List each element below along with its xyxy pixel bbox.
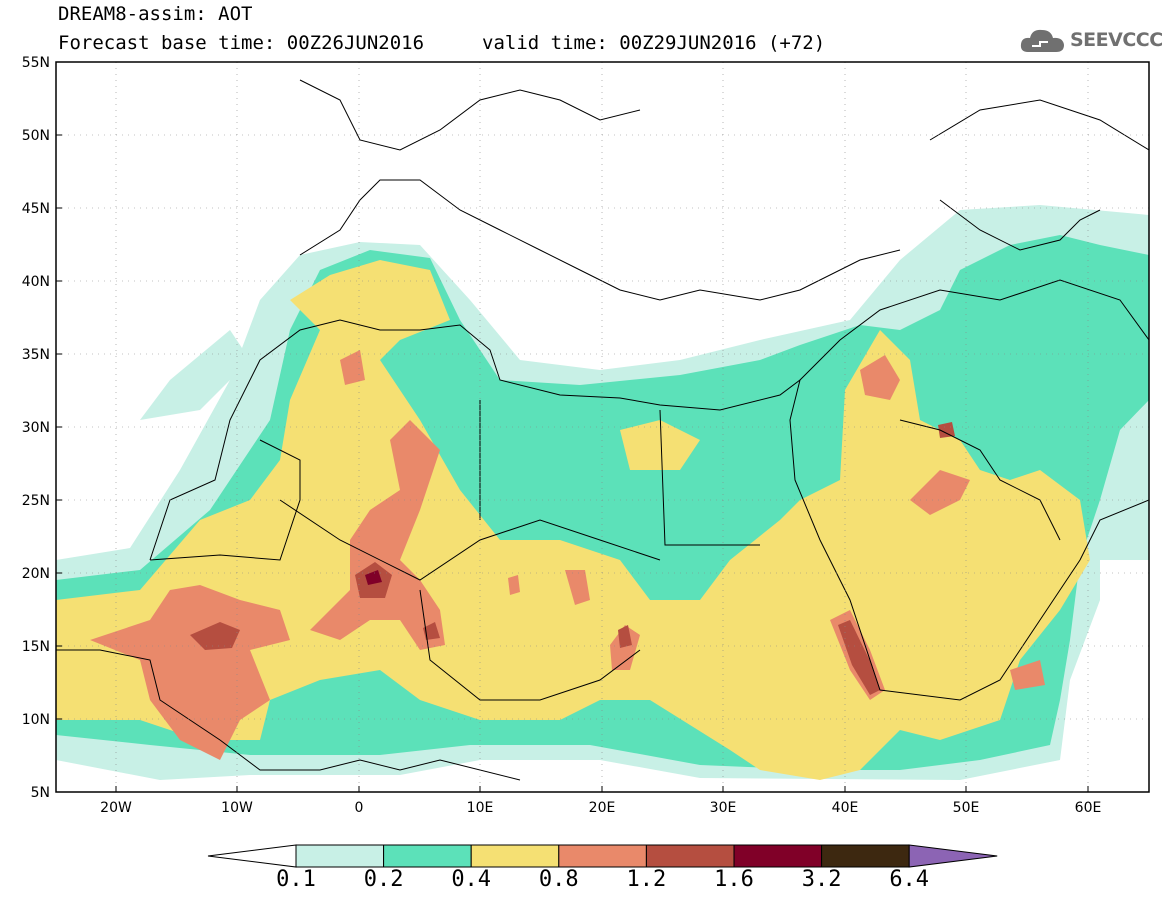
- cloud-icon: [1020, 29, 1064, 52]
- colorbar: [207, 844, 998, 868]
- lat-label: 25N: [22, 493, 50, 509]
- colorbar-label: 0.8: [538, 867, 579, 892]
- axis-ticks: [56, 134, 1089, 792]
- colorbar-label: 1.6: [714, 867, 754, 892]
- valid-time: valid time: 00Z29JUN2016 (+72): [482, 32, 826, 54]
- lat-label: 50N: [22, 128, 50, 144]
- lat-label: 40N: [22, 274, 50, 290]
- lon-label: 30E: [710, 800, 737, 816]
- lat-label: 15N: [22, 639, 50, 655]
- lat-label: 35N: [22, 347, 50, 363]
- lat-label: 5N: [31, 785, 50, 801]
- lat-label: 45N: [22, 201, 50, 217]
- lon-labels: 20W 10W 0 10E 20E 30E 40E 50E 60E: [100, 800, 1101, 816]
- coastlines: [56, 79, 1149, 781]
- lon-label: 20E: [589, 800, 616, 816]
- forecast-base-time: Forecast base time: 00Z26JUN2016: [58, 32, 425, 54]
- colorbar-segment: [470, 844, 560, 868]
- lon-label: 50E: [953, 800, 980, 816]
- colorbar-segment: [558, 844, 647, 868]
- colorbar-segment: [645, 844, 735, 868]
- lat-labels: 55N 50N 45N 40N 35N 30N 25N 20N 15N 10N …: [22, 55, 50, 801]
- lon-label: 20W: [100, 800, 132, 816]
- colorbar-segment: [733, 844, 823, 868]
- colorbar-label: 6.4: [889, 867, 930, 892]
- lon-label: 10E: [467, 800, 494, 816]
- lon-label: 40E: [832, 800, 859, 816]
- colorbar-segment: [383, 844, 472, 868]
- colorbar-label: 0.4: [451, 867, 492, 892]
- lat-label: 10N: [22, 712, 50, 728]
- colorbar-label: 1.2: [626, 867, 667, 892]
- aot-level-1-6: [365, 570, 382, 585]
- colorbar-segment: [295, 844, 385, 868]
- colorbar-labels: 0.1 0.2 0.4 0.8 1.2 1.6 3.2 6.4: [0, 867, 1165, 897]
- colorbar-label: 0.1: [276, 867, 316, 892]
- seevccc-logo: SEEVCCC: [1018, 24, 1163, 58]
- lon-label: 0: [355, 800, 364, 816]
- lon-label: 10W: [221, 800, 253, 816]
- lat-label: 55N: [22, 55, 50, 71]
- lat-label: 30N: [22, 420, 50, 436]
- colorbar-over-triangle: [908, 844, 998, 868]
- colorbar-label: 0.2: [363, 867, 404, 892]
- aot-level-0-4: [56, 260, 1090, 780]
- graticule: [56, 62, 1149, 792]
- colorbar-under-triangle: [207, 844, 297, 868]
- colorbar-segment: [821, 844, 910, 868]
- colorbar-label: 3.2: [801, 867, 842, 892]
- lon-label: 60E: [1075, 800, 1102, 816]
- lat-label: 20N: [22, 566, 50, 582]
- logo-text: SEEVCCC: [1070, 29, 1163, 51]
- map-title: DREAM8-assim: AOT: [58, 3, 253, 25]
